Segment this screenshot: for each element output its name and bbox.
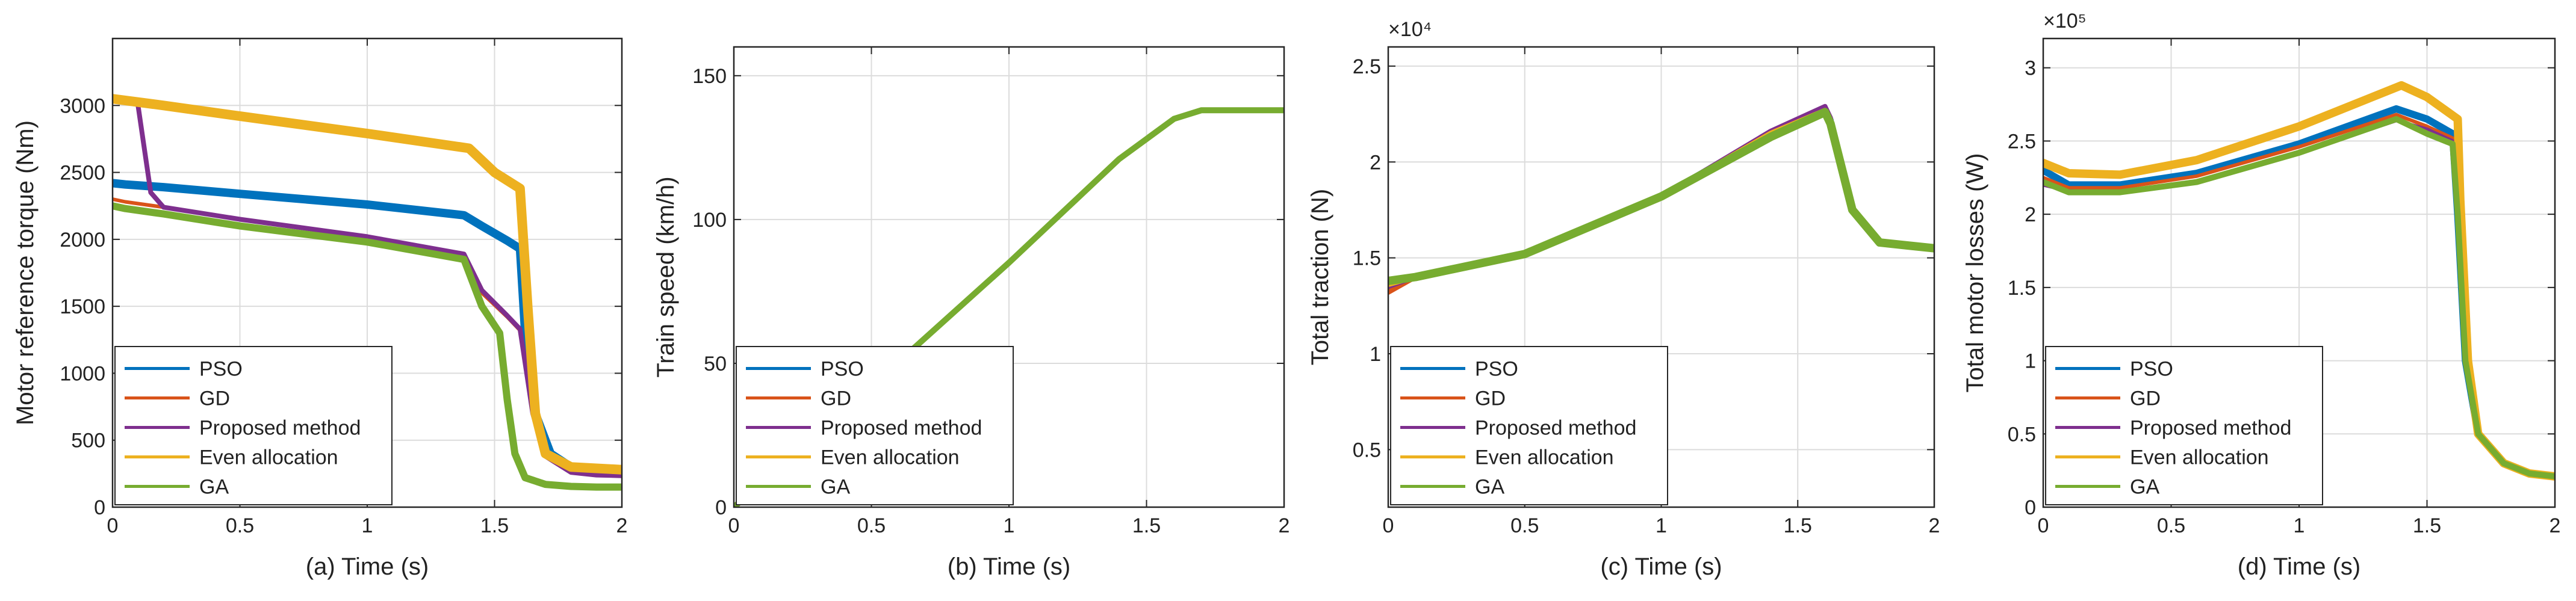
- y-tick-label: 1: [2025, 350, 2036, 373]
- legend-label: GA: [199, 476, 229, 499]
- chart-panel-2: 0 0.5 1 1.5 2 0 50 100 150 (b) Time (s) Train spee…: [653, 46, 1290, 580]
- x-tick-label: 0: [2038, 514, 2049, 537]
- legend-label: Proposed method: [1475, 417, 1636, 440]
- legend-label: GD: [1475, 387, 1506, 410]
- legend-label: GA: [1475, 476, 1504, 499]
- y-tick-label: 0: [2025, 496, 2036, 519]
- y-tick-label: 0.5: [2008, 423, 2036, 446]
- legend-label: Proposed method: [821, 417, 982, 440]
- y-tick-label: 1.5: [1353, 247, 1381, 270]
- y-axis-multiplier: ×10⁵: [2043, 10, 2087, 32]
- y-tick-label: 3000: [60, 94, 105, 117]
- legend-box: [736, 346, 1014, 505]
- x-tick-label: 0.5: [857, 514, 886, 537]
- y-tick-label: 1000: [60, 362, 105, 385]
- y-axis-label: Total motor losses (W): [1962, 153, 1988, 393]
- series-group: [1388, 103, 1934, 295]
- legend-label: GD: [2130, 387, 2161, 410]
- y-tick-label: 500: [71, 430, 105, 452]
- y-tick-label: 1.5: [2008, 277, 2036, 300]
- y-tick-label: 50: [704, 353, 727, 375]
- x-tick-label: 2: [1279, 514, 1290, 537]
- legend-label: Even allocation: [2130, 446, 2269, 469]
- series-line-ga: [2043, 116, 2555, 479]
- chart-panel-3: 0 0.5 1 1.5 2 0.5 1 1.5 2 2.5 ×10⁴ (c) Time (s) Tota…: [1307, 18, 1940, 580]
- y-tick-label: 3: [2025, 57, 2036, 80]
- x-tick-label: 1: [1656, 514, 1667, 537]
- y-tick-label: 1500: [60, 295, 105, 318]
- y-tick-label: 2500: [60, 162, 105, 185]
- series-group: [113, 94, 622, 491]
- legend: PSO GD Proposed method Even allocation GA: [114, 346, 393, 505]
- x-tick-label: 0: [1383, 514, 1394, 537]
- legend-label: PSO: [199, 358, 243, 381]
- legend-label: Even allocation: [1475, 446, 1614, 469]
- y-axis-multiplier: ×10⁴: [1388, 18, 1432, 41]
- x-axis-label: (c) Time (s): [1600, 553, 1722, 580]
- x-tick-label: 1.5: [2413, 514, 2441, 537]
- x-tick-label: 1.5: [1784, 514, 1812, 537]
- x-axis-label: (a) Time (s): [306, 553, 429, 580]
- y-tick-label: 2: [2025, 203, 2036, 226]
- y-tick-label: 2.5: [2008, 130, 2036, 153]
- y-tick-label: 0: [715, 496, 727, 519]
- x-tick-label: 2: [2550, 514, 2561, 537]
- y-axis-label: Total traction (N): [1307, 189, 1333, 365]
- legend-box: [114, 346, 393, 505]
- x-tick-label: 1.5: [1132, 514, 1161, 537]
- legend-box: [1390, 346, 1668, 505]
- x-tick-label: 0.5: [2157, 514, 2185, 537]
- y-tick-label: 1: [1370, 343, 1381, 366]
- x-tick-label: 2: [616, 514, 628, 537]
- y-tick-label: 100: [692, 209, 727, 232]
- y-tick-label: 2000: [60, 229, 105, 251]
- x-tick-label: 0.5: [226, 514, 254, 537]
- series-line-ga: [113, 202, 622, 491]
- legend-label: Proposed method: [2130, 417, 2291, 440]
- x-tick-label: 1.5: [480, 514, 509, 537]
- x-tick-label: 0.5: [1510, 514, 1539, 537]
- series-line-even-allocation: [113, 94, 622, 475]
- legend-label: Proposed method: [199, 417, 361, 440]
- legend-label: GD: [199, 387, 230, 410]
- x-tick-label: 1: [362, 514, 373, 537]
- y-tick-label: 2.5: [1353, 55, 1381, 78]
- y-tick-label: 0: [94, 496, 105, 519]
- legend-label: GD: [821, 387, 851, 410]
- legend: PSO GD Proposed method Even allocation GA: [736, 346, 1014, 505]
- legend-label: Even allocation: [199, 446, 338, 469]
- x-axis-label: (b) Time (s): [948, 553, 1070, 580]
- y-axis-label: Motor reference torque (Nm): [12, 120, 39, 425]
- y-tick-label: 0.5: [1353, 439, 1381, 461]
- x-tick-label: 2: [1929, 514, 1940, 537]
- x-axis-label: (d) Time (s): [2238, 553, 2360, 580]
- x-tick-label: 0: [728, 514, 740, 537]
- x-tick-label: 0: [107, 514, 119, 537]
- legend-label: GA: [821, 476, 850, 499]
- legend-label: Even allocation: [821, 446, 960, 469]
- legend-box: [2045, 346, 2323, 505]
- chart-panel-4: 0 0.5 1 1.5 2 0 0.5 1 1.5 2 2.5 3 ×10⁵ (d) Time (s) To…: [1962, 10, 2560, 580]
- x-tick-label: 1: [1004, 514, 1015, 537]
- y-axis-label: Train speed (km/h): [653, 176, 679, 377]
- legend-label: PSO: [821, 358, 864, 381]
- legend-label: GA: [2130, 476, 2159, 499]
- x-tick-label: 1: [2294, 514, 2305, 537]
- chart-panel-1: 0 0.5 1 1.5 2 0 500 1000 1500 2000 2500 3000 (a) Tim…: [12, 37, 628, 580]
- y-tick-label: 2: [1370, 151, 1381, 174]
- legend: PSO GD Proposed method Even allocation GA: [1390, 346, 1668, 505]
- series-group: [2043, 81, 2555, 481]
- series-line-ga: [1388, 108, 1934, 285]
- legend: PSO GD Proposed method Even allocation GA: [2045, 346, 2323, 505]
- legend-label: PSO: [2130, 358, 2173, 381]
- y-tick-label: 150: [692, 65, 727, 88]
- legend-label: PSO: [1475, 358, 1518, 381]
